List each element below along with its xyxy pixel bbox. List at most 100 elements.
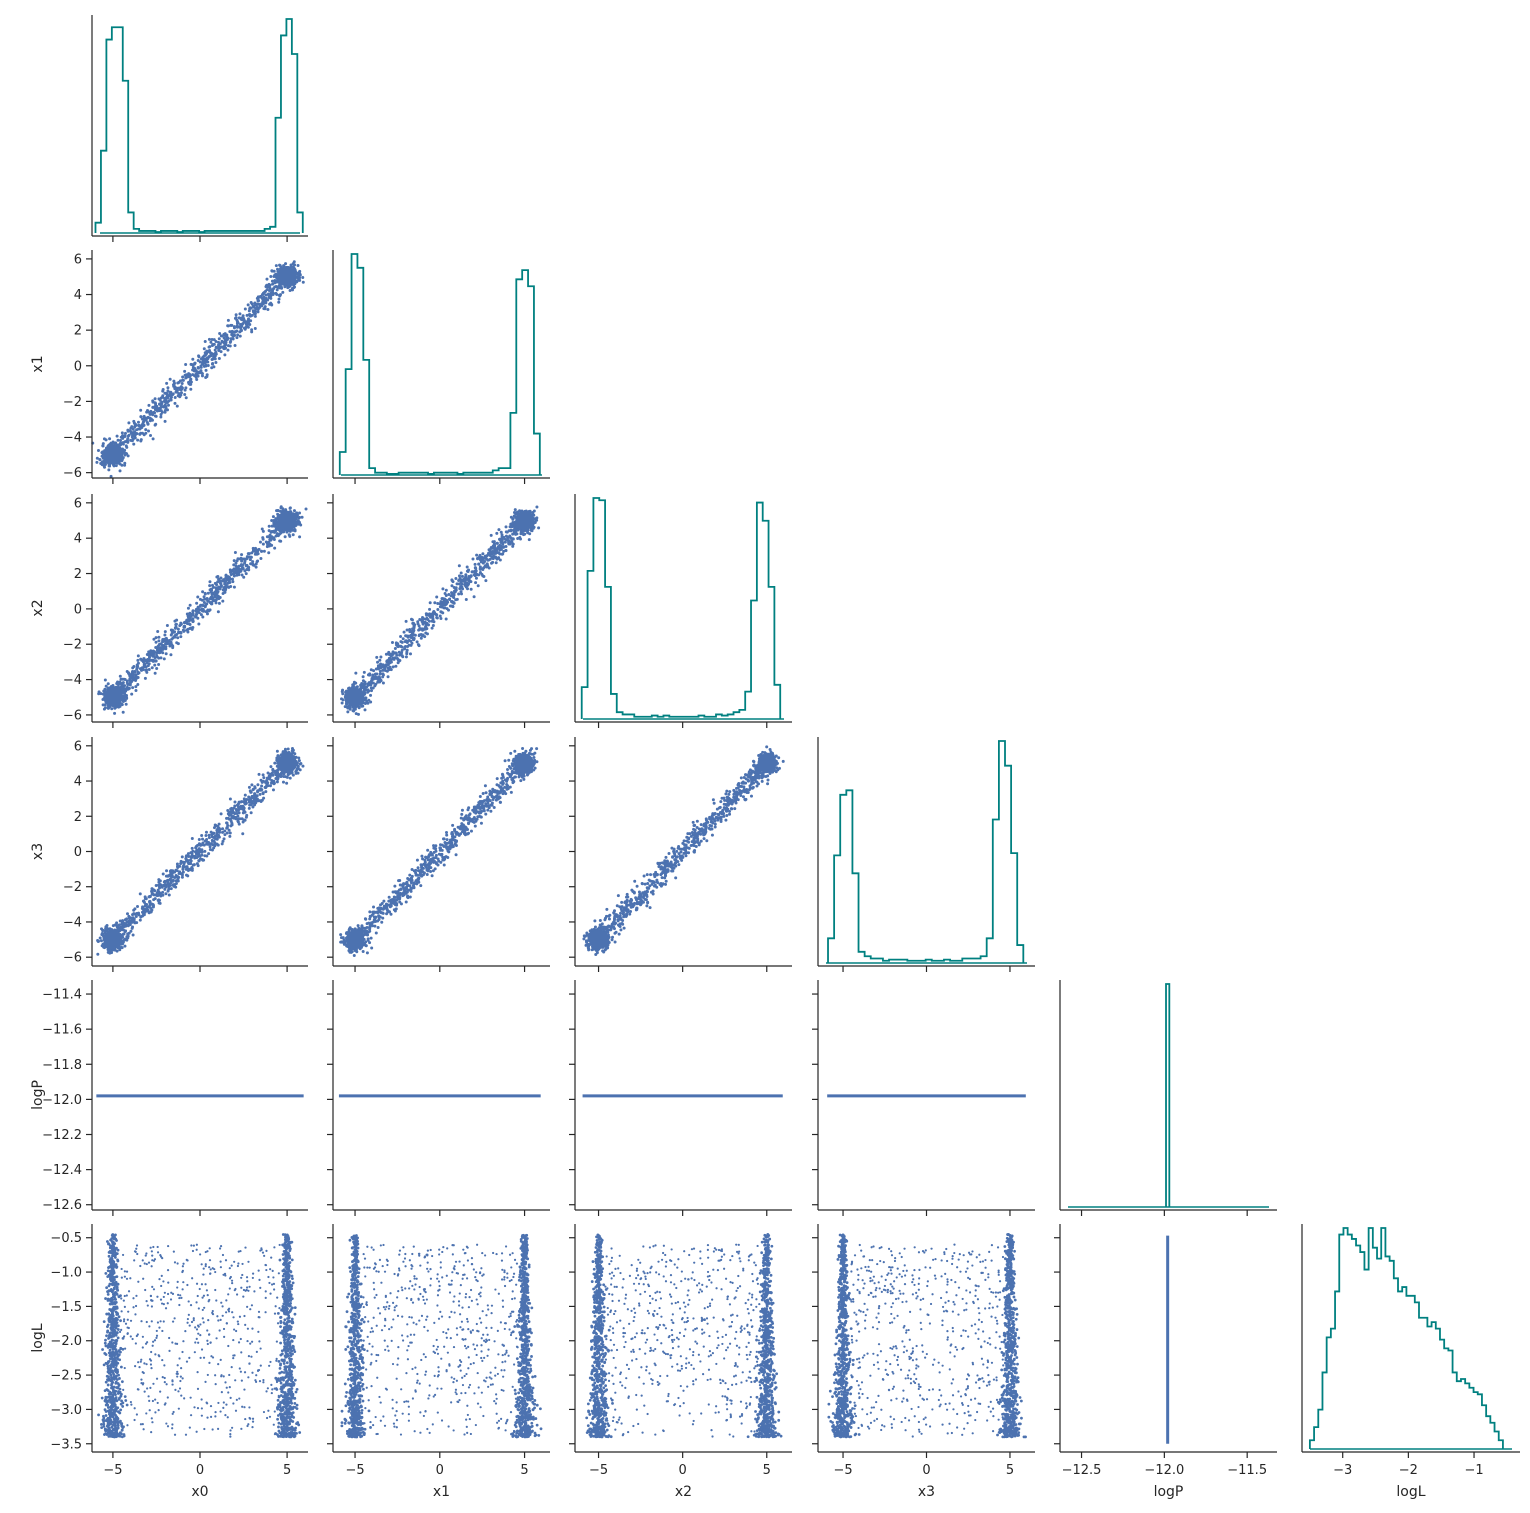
scatter-point (176, 405, 179, 408)
scatter-point (406, 649, 409, 652)
scatter-point (247, 320, 250, 323)
y-tick-label: 2 (74, 567, 82, 582)
scatter-point (465, 586, 468, 589)
scatter-point (392, 665, 395, 668)
scatter-point (224, 334, 227, 337)
scatter-point (249, 556, 252, 559)
scatter-point (260, 550, 263, 553)
scatter-point (409, 652, 412, 655)
scatter-point (247, 326, 250, 329)
scatter-point (143, 415, 146, 418)
scatter-point (151, 666, 154, 669)
scatter-point (245, 322, 248, 325)
scatter-point (267, 551, 270, 554)
scatter-point (137, 662, 140, 665)
scatter-point (489, 551, 492, 554)
scatter-point (412, 622, 415, 625)
scatter-point (208, 584, 211, 587)
scatter-point (204, 592, 207, 595)
scatter-point (399, 645, 402, 648)
scatter-point (212, 353, 215, 356)
scatter-point (366, 683, 369, 686)
scatter-point (145, 411, 148, 414)
scatter-point (426, 632, 429, 635)
scatter-point (429, 601, 432, 604)
scatter-point (219, 582, 222, 585)
y-axis-label: x1 (30, 355, 46, 372)
scatter-point (113, 464, 116, 467)
scatter-point (161, 390, 164, 393)
scatter-point (178, 381, 181, 384)
scatter-point (473, 595, 476, 598)
scatter-point (177, 392, 180, 395)
scatter-point (518, 536, 521, 539)
scatter-point (405, 655, 408, 658)
scatter-point (431, 617, 434, 620)
scatter-point (248, 804, 251, 807)
scatter-point (439, 605, 442, 608)
scatter-point (305, 507, 308, 510)
scatter-point (219, 587, 222, 590)
scatter-point (234, 551, 237, 554)
scatter-point (123, 462, 126, 465)
scatter-point (221, 600, 224, 603)
scatter-point (136, 439, 139, 442)
scatter-point (189, 379, 192, 382)
scatter-point (219, 342, 222, 345)
scatter-point (129, 439, 132, 442)
scatter-point (278, 294, 281, 297)
y-tick-label: −2 (63, 395, 82, 410)
scatter-point (390, 668, 393, 671)
scatter-point (142, 668, 145, 671)
scatter-point (486, 563, 489, 566)
scatter-point (432, 620, 435, 623)
scatter-point (166, 624, 169, 627)
scatter-point (163, 404, 166, 407)
scatter-point (119, 675, 122, 678)
scatter-point (118, 444, 121, 447)
scatter-point (194, 615, 197, 618)
scatter-point (167, 404, 170, 407)
scatter-point (298, 535, 301, 538)
scatter-point (501, 552, 504, 555)
scatter-point (215, 346, 218, 349)
scatter-point (261, 536, 264, 539)
scatter-point (448, 597, 451, 600)
scatter-point (514, 533, 517, 536)
scatter-point (155, 641, 158, 644)
scatter-point (477, 584, 480, 587)
scatter-point (220, 350, 223, 353)
scatter-point (164, 411, 167, 414)
scatter-point (120, 464, 123, 467)
scatter-point (479, 568, 482, 571)
scatter-point (145, 659, 148, 662)
scatter-point (457, 592, 460, 595)
scatter-point (271, 280, 274, 283)
scatter-point (234, 344, 237, 347)
scatter-point (248, 307, 251, 310)
scatter-point (201, 590, 204, 593)
scatter-point (233, 325, 236, 328)
scatter-point (256, 306, 259, 309)
scatter-point (282, 264, 285, 267)
scatter-point (164, 630, 167, 633)
scatter-point (152, 660, 155, 663)
scatter-point (149, 434, 152, 437)
scatter-point (158, 647, 161, 650)
scatter-point (362, 675, 365, 678)
scatter-point (252, 563, 255, 566)
scatter-point (280, 505, 283, 508)
scatter-point (378, 659, 381, 662)
scatter-point (276, 780, 279, 783)
scatter-point (211, 362, 214, 365)
scatter-point (284, 748, 287, 751)
scatter-point (238, 316, 241, 319)
scatter-point (155, 667, 158, 670)
scatter-point (372, 669, 375, 672)
scatter-point (231, 578, 234, 581)
scatter-point (476, 573, 479, 576)
scatter-point (471, 570, 474, 573)
scatter-point (295, 772, 298, 775)
scatter-point (222, 586, 225, 589)
